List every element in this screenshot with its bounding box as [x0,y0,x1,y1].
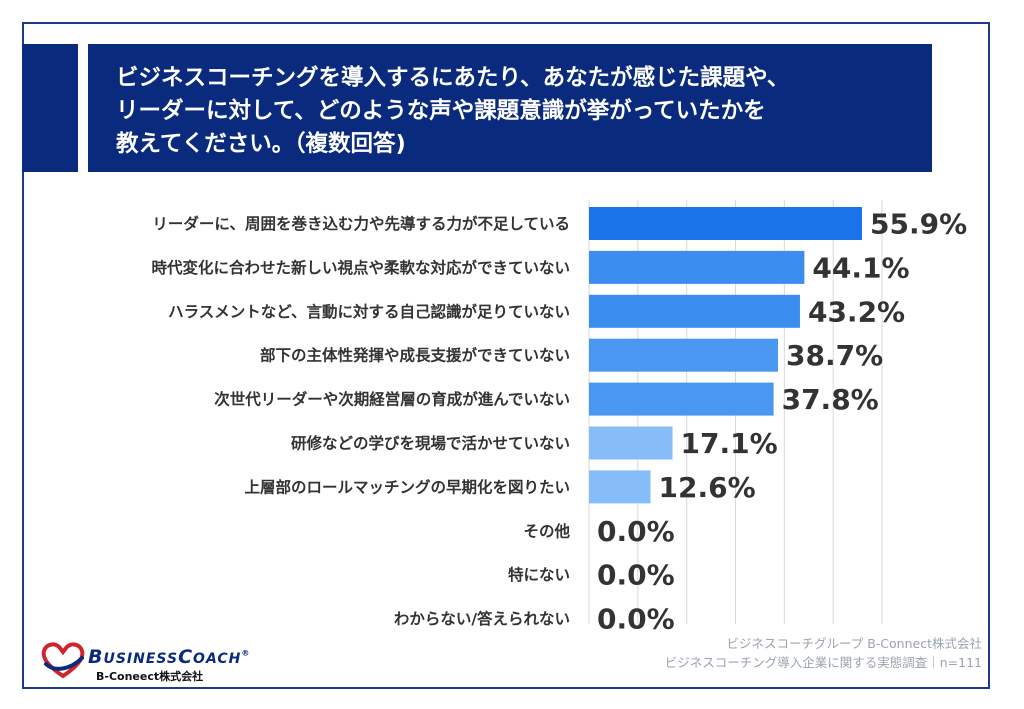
value-label: 43.2% [808,295,905,328]
category-label: わからない/答えられない [394,609,570,628]
title-line-2: リーダーに対して、どのような声や課題意識が挙がっていたかを [116,98,766,124]
bar [589,382,774,416]
value-label: 55.9% [870,208,967,241]
bar [589,294,800,328]
title-line-1: ビジネスコーチングを導入するにあたり、あなたが感じた課題や、 [116,65,790,91]
logo-subtitle: B-Coneect株式会社 [96,670,204,683]
category-label: 次世代リーダーや次期経営層の育成が進んでいない [214,390,570,409]
category-label: 上層部のロールマッチングの早期化を図りたい [244,477,570,496]
bar [589,338,778,372]
value-label: 38.7% [786,339,883,372]
logo-wordmark: BUSINESSCOACH® [88,646,251,668]
bar [589,470,651,504]
value-label: 37.8% [782,383,879,416]
category-label: リーダーに、周囲を巻き込む力や先導する力が不足している [152,214,570,233]
value-label: 44.1% [812,251,909,284]
title-line-3: 教えてください。（複数回答) [116,131,406,157]
value-label: 0.0% [597,515,675,548]
value-label: 0.0% [597,559,675,592]
chart-title: ビジネスコーチングを導入するにあたり、あなたが感じた課題や、 リーダーに対して、… [88,44,932,172]
bar [589,250,805,284]
source-line-2: ビジネスコーチング導入企業に関する実態調査｜n=111 [664,655,982,670]
bar [589,426,673,460]
value-label: 12.6% [659,471,756,504]
title-accent-stripe [22,44,78,172]
category-label: 部下の主体性発揮や成長支援ができていない [260,346,570,365]
value-label: 0.0% [597,603,675,636]
category-label: 特にない [508,565,570,584]
source-line-1: ビジネスコーチグループ B-Connect株式会社 [726,636,983,651]
category-label: ハラスメントなど、言動に対する自己認識が足りていない [168,302,570,321]
heart-logo-icon [41,642,85,679]
bar [589,207,862,240]
businesscoach-logo: BUSINESSCOACH® B-Coneect株式会社 [40,640,280,684]
source-note: ビジネスコーチグループ B-Connect株式会社 ビジネスコーチング導入企業に… [665,634,982,672]
value-label: 17.1% [681,427,778,460]
category-label: 研修などの学びを現場で活かせていない [291,434,570,453]
category-label: その他 [523,521,570,540]
category-label: 時代変化に合わせた新しい視点や柔軟な対応ができていない [151,258,570,277]
